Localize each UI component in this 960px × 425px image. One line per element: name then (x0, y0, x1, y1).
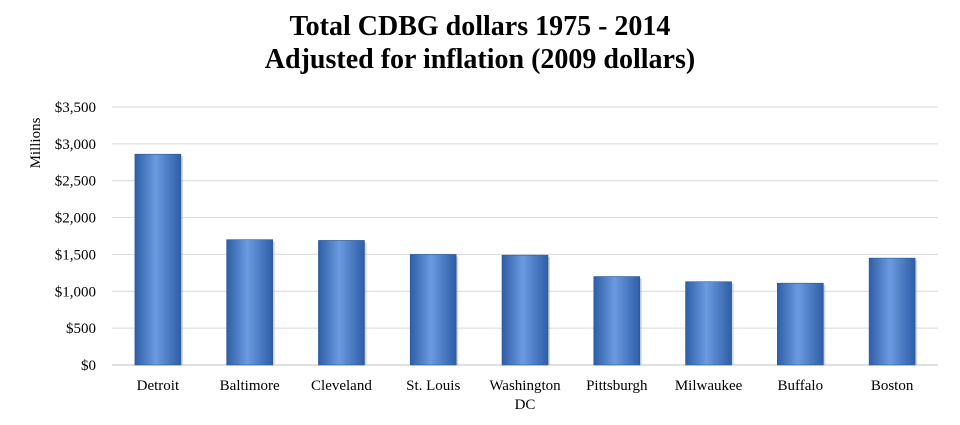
x-tick-label-line: Washington (489, 378, 561, 394)
y-tick-label: $3,500 (55, 100, 96, 116)
x-tick-label: Detroit (137, 378, 180, 394)
bar (868, 257, 916, 366)
x-tick-label-line: Cleveland (311, 378, 372, 394)
y-tick-label: $2,500 (55, 174, 96, 190)
chart-title: Total CDBG dollars 1975 - 2014 Adjusted … (0, 10, 960, 76)
bar (593, 276, 641, 366)
x-tick-label-line: DC (515, 397, 536, 413)
x-tick-label-line: Detroit (137, 378, 180, 394)
y-tick-label: $0 (81, 358, 96, 374)
y-axis-tick-labels: $0 $500 $1,000 $1,500 $2,000 $2,500 $3,000 $3,5… (55, 100, 96, 374)
x-tick-label: St. Louis (406, 378, 460, 394)
x-axis-tick-labels: Detroit Baltimore Cleveland St. Louis Washin… (137, 378, 914, 413)
bar (409, 254, 457, 366)
x-tick-label: Washington DC (489, 378, 561, 413)
x-tick-label-line: St. Louis (406, 378, 460, 394)
y-tick-label: $3,000 (55, 137, 96, 153)
bars (134, 153, 918, 366)
y-tick-label: $500 (66, 321, 96, 337)
x-tick-label: Cleveland (311, 378, 372, 394)
x-tick-label: Milwaukee (675, 378, 743, 394)
y-axis-label: Millions (28, 117, 44, 168)
y-tick-label: $1,000 (55, 284, 96, 300)
bar (501, 254, 549, 366)
x-tick-label-line: Buffalo (778, 378, 824, 394)
x-tick-label: Baltimore (220, 378, 280, 394)
x-tick-label-line: Baltimore (220, 378, 280, 394)
x-tick-label: Pittsburgh (586, 378, 648, 394)
x-tick-label: Boston (871, 378, 914, 394)
chart-title-line-1: Total CDBG dollars 1975 - 2014 (289, 11, 671, 42)
bar (777, 282, 824, 366)
y-tick-label: $1,500 (55, 247, 96, 263)
y-tick-label: $2,000 (55, 211, 96, 227)
x-tick-label-line: Boston (871, 378, 914, 394)
x-tick-label: Buffalo (778, 378, 824, 394)
x-tick-label-line: Pittsburgh (586, 378, 648, 394)
x-tick-label-line: Milwaukee (675, 378, 743, 394)
bar (318, 240, 365, 366)
bar (226, 239, 273, 366)
bar (685, 281, 732, 366)
chart-title-line-2: Adjusted for inflation (2009 dollars) (264, 44, 696, 75)
bar (134, 153, 182, 366)
